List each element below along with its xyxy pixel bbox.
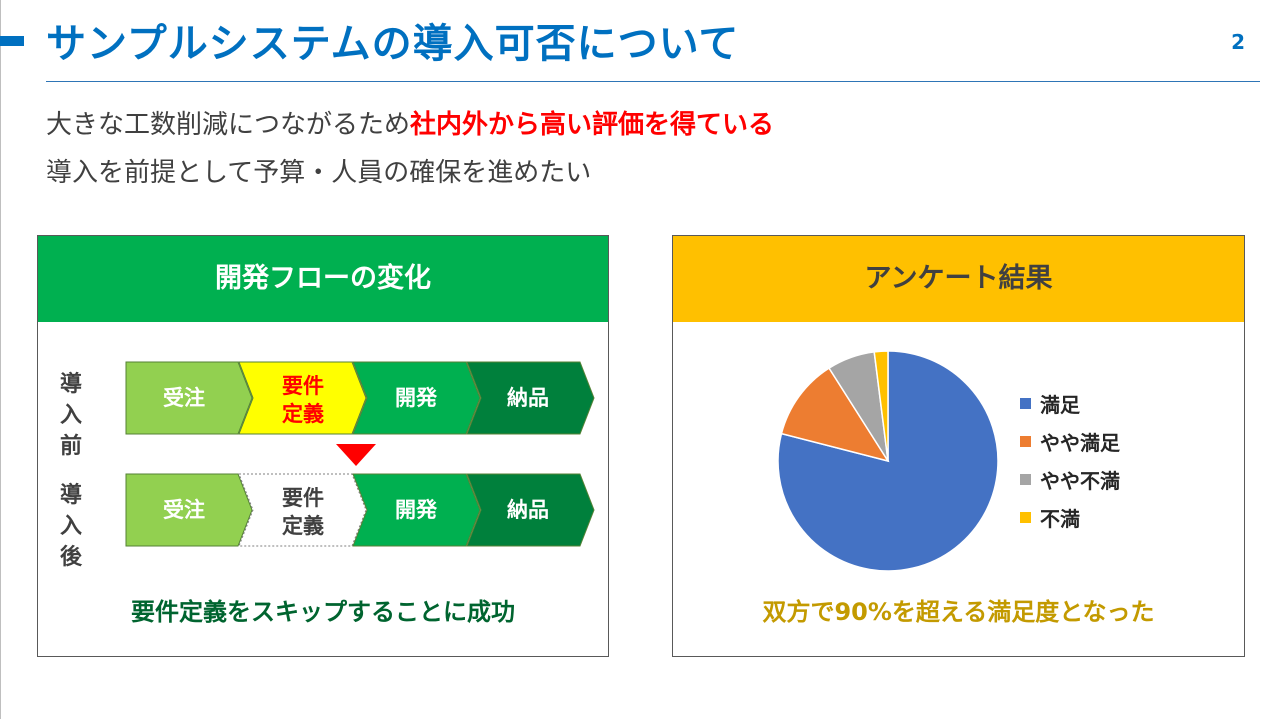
step-order-after-label: 受注 xyxy=(163,498,205,522)
survey-pie-chart xyxy=(777,350,999,572)
step-requirements-before-label-2: 定義 xyxy=(282,402,324,426)
step-deliver-before-label: 納品 xyxy=(507,386,549,410)
legend-item-1: やや満足 xyxy=(1020,422,1120,460)
title-divider xyxy=(46,81,1260,82)
page-number: 2 xyxy=(1231,30,1245,54)
legend-label-3: 不満 xyxy=(1040,506,1080,531)
slide-title: サンプルシステムの導入可否について xyxy=(46,21,740,67)
flow-after: 受注 要件 定義 開発 納品 xyxy=(125,473,595,547)
survey-header: アンケート結果 xyxy=(673,236,1244,322)
dev-flow-header: 開発フローの変化 xyxy=(38,236,608,322)
down-arrow-icon xyxy=(336,444,376,466)
lead-line-1: 大きな工数削減につながるため社内外から高い評価を得ている xyxy=(46,104,774,141)
step-order-after-shape xyxy=(125,473,253,547)
step-deliver-after-shape xyxy=(466,473,595,547)
after-label-line-1: 導入 xyxy=(59,483,82,539)
dev-flow-panel: 開発フローの変化 導入 前 受注 要件 定義 開発 納品 導入 後 受注 要件 … xyxy=(37,235,609,657)
legend-item-0: 満足 xyxy=(1020,384,1120,422)
lead-line-1-highlight: 社内外から高い評価を得ている xyxy=(410,110,775,140)
legend-swatch-0 xyxy=(1020,397,1031,409)
step-develop-before-shape xyxy=(352,361,481,435)
legend-swatch-1 xyxy=(1020,435,1031,447)
step-develop-before-label: 開発 xyxy=(395,386,438,410)
step-requirements-after-label-1: 要件 xyxy=(282,486,324,510)
legend-item-3: 不満 xyxy=(1020,498,1120,536)
legend-label-1: やや満足 xyxy=(1040,430,1120,455)
legend-item-2: やや不満 xyxy=(1020,460,1120,498)
flow-before: 受注 要件 定義 開発 納品 xyxy=(125,361,595,435)
step-requirements-before-label-1: 要件 xyxy=(282,374,324,398)
legend-swatch-2 xyxy=(1020,473,1031,485)
pie-slice-3 xyxy=(873,350,889,462)
after-label-line-2: 後 xyxy=(59,545,82,570)
lead-line-2: 導入を前提として予算・人員の確保を進めたい xyxy=(46,158,592,188)
step-requirements-after-shape xyxy=(238,473,367,547)
step-requirements-before-shape xyxy=(238,361,367,435)
step-requirements-after-label-2: 定義 xyxy=(282,514,324,538)
legend-label-2: やや不満 xyxy=(1040,468,1120,493)
slide-edge xyxy=(0,0,1,719)
step-order-before-shape xyxy=(125,361,253,435)
step-deliver-after-label: 納品 xyxy=(507,498,549,522)
step-develop-after-label: 開発 xyxy=(395,498,438,522)
dev-flow-caption: 要件定義をスキップすることに成功 xyxy=(131,598,515,626)
after-label: 導入 後 xyxy=(52,480,90,573)
pie-slice-1 xyxy=(780,367,890,463)
step-order-before-label: 受注 xyxy=(163,386,205,410)
step-develop-after-shape xyxy=(352,473,481,547)
survey-caption: 双方で90%を超える満足度となった xyxy=(762,598,1155,626)
before-label: 導入 前 xyxy=(52,369,90,462)
legend-label-0: 満足 xyxy=(1040,392,1080,417)
step-deliver-before-shape xyxy=(466,361,595,435)
chart-legend: 満足やや満足やや不満不満 xyxy=(1020,384,1120,536)
before-label-line-2: 前 xyxy=(59,434,82,459)
legend-swatch-3 xyxy=(1020,511,1031,523)
survey-panel: アンケート結果 満足やや満足やや不満不満 双方で90%を超える満足度となった xyxy=(672,235,1245,657)
before-label-line-1: 導入 xyxy=(59,372,82,428)
lead-line-1-prefix: 大きな工数削減につながるため xyxy=(46,110,411,140)
title-accent-bar xyxy=(0,36,24,46)
